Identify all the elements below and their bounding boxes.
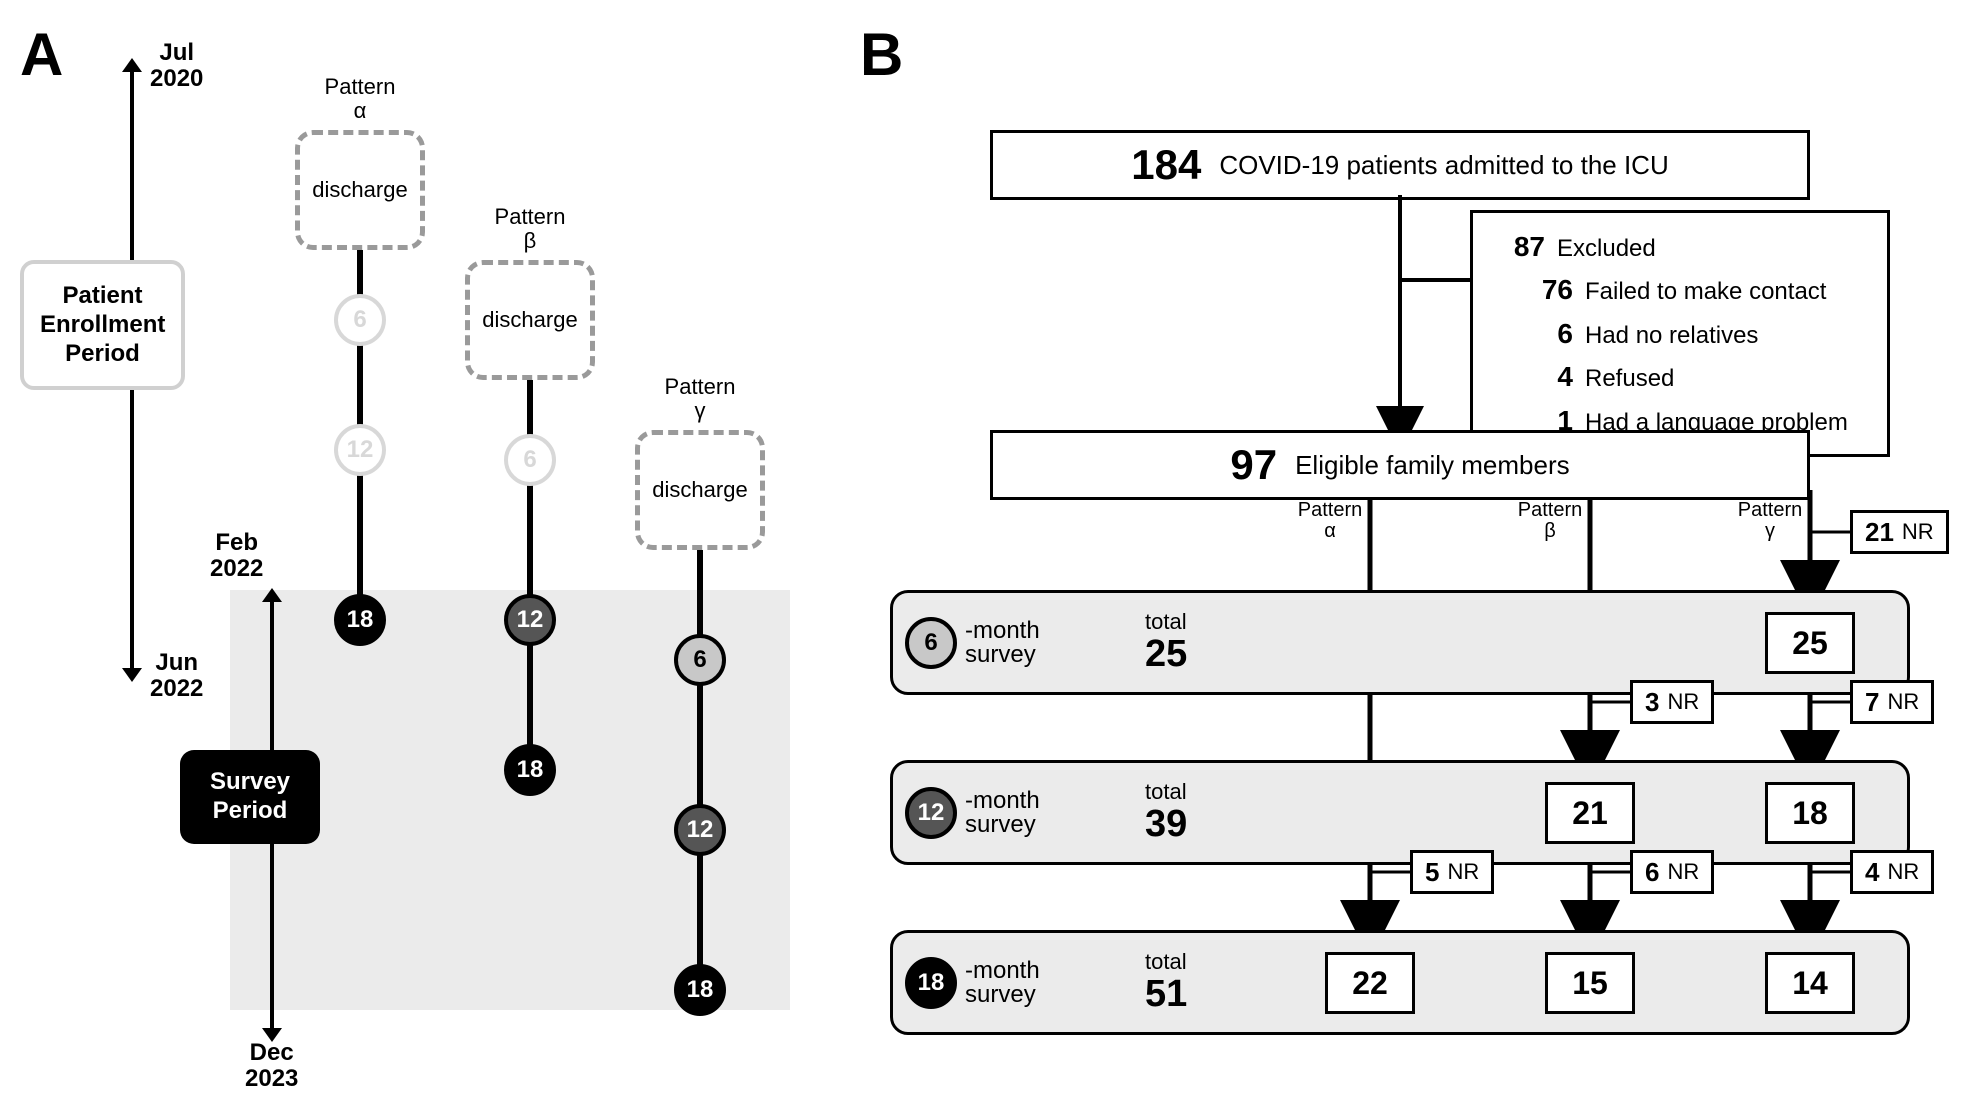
col-label-beta: Patternβ: [1510, 500, 1590, 542]
survey-month-circle: 18: [905, 957, 957, 1009]
count-6-gamma: 25: [1765, 612, 1855, 674]
date-jun-2022: Jun2022: [150, 650, 203, 703]
month-marker-beta-6: 6: [504, 434, 556, 486]
month-marker-beta-12: 12: [504, 594, 556, 646]
discharge-box-gamma: discharge: [635, 430, 765, 550]
discharge-box-alpha: discharge: [295, 130, 425, 250]
eligible-n: 97: [1230, 441, 1277, 489]
pattern-label-beta: Patternβ: [465, 205, 595, 253]
survey-month-circle: 6: [905, 617, 957, 669]
month-marker-alpha-6: 6: [334, 294, 386, 346]
month-marker-gamma-6: 6: [674, 634, 726, 686]
survey-row-12: 12-monthsurveytotal39: [890, 760, 1910, 865]
pattern-label-gamma: Patternγ: [635, 375, 765, 423]
icu-admitted-n: 184: [1131, 141, 1201, 189]
nr-box-alpha2: 5NR: [1410, 850, 1494, 894]
col-label-gamma: Patternγ: [1730, 500, 1810, 542]
excluded-reason: 4Refused: [1495, 355, 1865, 398]
survey-row-6: 6-monthsurveytotal25: [890, 590, 1910, 695]
nr-box-beta1: 3NR: [1630, 680, 1714, 724]
date-dec-2023: Dec2023: [245, 1040, 298, 1093]
survey-period-box: SurveyPeriod: [180, 750, 320, 844]
survey-month-circle: 12: [905, 787, 957, 839]
count-18-gamma: 14: [1765, 952, 1855, 1014]
month-marker-gamma-12: 12: [674, 804, 726, 856]
nr-box-gamma0: 21NR: [1850, 510, 1949, 554]
icu-admitted-text: COVID-19 patients admitted to the ICU: [1219, 150, 1668, 181]
date-jul-2020: Jul2020: [150, 40, 203, 93]
discharge-box-beta: discharge: [465, 260, 595, 380]
panel-a: A Jul2020 Jun2022 Feb2022 Dec2023 Patien…: [30, 30, 810, 1080]
nr-box-gamma2: 4NR: [1850, 850, 1934, 894]
timeline-gamma: [697, 550, 703, 990]
count-18-beta: 15: [1545, 952, 1635, 1014]
excluded-box: 87Excluded 76Failed to make contact6Had …: [1470, 210, 1890, 457]
month-marker-alpha-12: 12: [334, 424, 386, 476]
panel-b: B 184 COVID-19 patients admitted to the …: [870, 30, 1930, 1080]
count-12-beta: 21: [1545, 782, 1635, 844]
panel-b-label: B: [860, 20, 903, 89]
panel-a-label: A: [20, 20, 63, 89]
count-12-gamma: 18: [1765, 782, 1855, 844]
month-marker-gamma-18: 18: [674, 964, 726, 1016]
excluded-reason: 76Failed to make contact: [1495, 268, 1865, 311]
eligible-text: Eligible family members: [1295, 450, 1570, 481]
enrollment-period-box: PatientEnrollmentPeriod: [20, 260, 185, 390]
count-18-alpha: 22: [1325, 952, 1415, 1014]
excluded-reason: 6Had no relatives: [1495, 312, 1865, 355]
date-feb-2022: Feb2022: [210, 530, 263, 583]
eligible-box: 97 Eligible family members: [990, 430, 1810, 500]
month-marker-beta-18: 18: [504, 744, 556, 796]
pattern-label-alpha: Patternα: [295, 75, 425, 123]
nr-box-gamma1: 7NR: [1850, 680, 1934, 724]
month-marker-alpha-18: 18: [334, 594, 386, 646]
col-label-alpha: Patternα: [1290, 500, 1370, 542]
icu-admitted-box: 184 COVID-19 patients admitted to the IC…: [990, 130, 1810, 200]
nr-box-beta2: 6NR: [1630, 850, 1714, 894]
